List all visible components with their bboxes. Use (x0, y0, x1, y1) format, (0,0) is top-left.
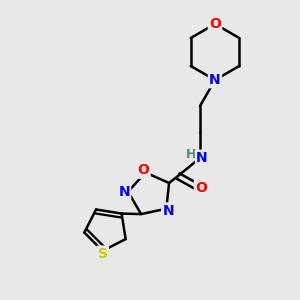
Text: S: S (98, 247, 108, 261)
Text: H: H (186, 148, 196, 160)
Text: N: N (118, 185, 130, 199)
Text: N: N (163, 204, 174, 218)
Text: N: N (196, 151, 208, 165)
Text: O: O (137, 164, 149, 178)
Text: O: O (195, 181, 207, 195)
Text: O: O (209, 17, 221, 31)
Text: N: N (209, 73, 221, 87)
